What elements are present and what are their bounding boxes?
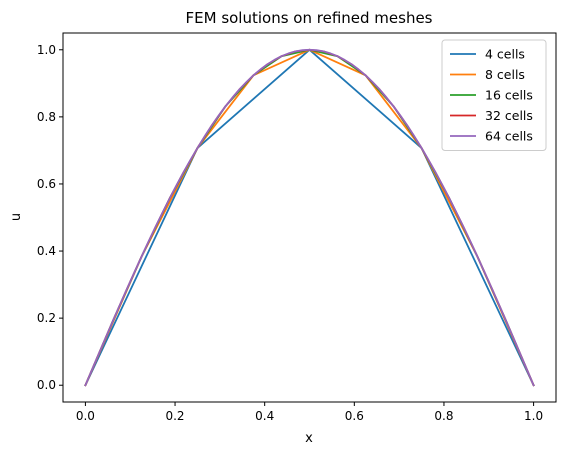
legend-label: 4 cells — [485, 47, 525, 62]
x-tick-label: 0.2 — [165, 409, 184, 423]
x-tick-label: 0.6 — [345, 409, 364, 423]
y-tick-label: 0.6 — [37, 177, 56, 191]
legend-label: 8 cells — [485, 67, 525, 82]
x-tick-label: 0.4 — [255, 409, 274, 423]
series-line-5 — [84, 48, 535, 387]
x-axis: 0.0 0.2 0.4 0.6 0.8 1.0 — [76, 402, 543, 423]
y-tick-label: 0.0 — [37, 378, 56, 392]
series-layer — [84, 48, 535, 387]
chart-title: FEM solutions on refined meshes — [186, 9, 433, 27]
x-tick-label: 0.0 — [76, 409, 95, 423]
legend-label: 32 cells — [485, 108, 533, 123]
y-tick-label: 0.4 — [37, 244, 56, 258]
y-axis-label: u — [9, 213, 24, 221]
legend-box — [441, 39, 547, 151]
legend-label: 64 cells — [485, 129, 533, 144]
y-tick-label: 1.0 — [37, 43, 56, 57]
x-tick-label: 0.8 — [434, 409, 453, 423]
y-axis: 0.0 0.2 0.4 0.6 0.8 1.0 — [37, 43, 63, 392]
x-tick-label: 1.0 — [524, 409, 543, 423]
legend-label: 16 cells — [485, 88, 533, 103]
x-axis-label: x — [305, 431, 313, 446]
legend: 4 cells 8 cells 16 cells 32 cells 64 cells — [441, 39, 547, 151]
plot-area-frame — [62, 32, 557, 403]
y-tick-label: 0.8 — [37, 110, 56, 124]
y-tick-label: 0.2 — [37, 311, 56, 325]
